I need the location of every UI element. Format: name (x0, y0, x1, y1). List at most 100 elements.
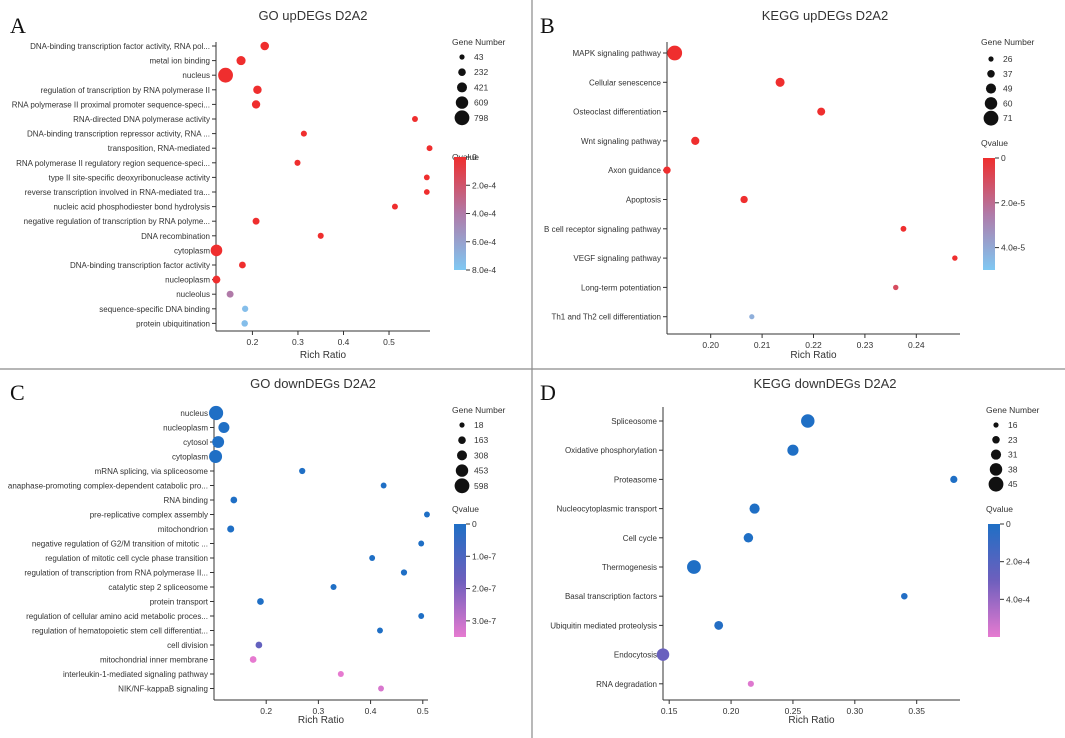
size-legend-label: 49 (1003, 84, 1013, 94)
size-legend-label: 798 (474, 113, 488, 123)
data-point (257, 598, 264, 605)
category-label: NIK/NF-kappaB signaling (118, 685, 208, 694)
category-label: protein ubiquitination (136, 319, 210, 328)
panel-letter: C (10, 380, 25, 405)
size-legend-title: Gene Number (981, 37, 1035, 47)
size-legend-title: Gene Number (452, 37, 506, 47)
data-point (241, 320, 248, 327)
x-tick-label: 0.2 (260, 706, 272, 716)
color-tick-label: 4.0e-5 (1001, 243, 1025, 253)
chart-title: KEGG downDEGs D2A2 (753, 376, 896, 391)
data-point (299, 467, 306, 475)
size-legend-dot (987, 70, 995, 78)
category-label: nucleoplasm (165, 276, 210, 285)
data-point (212, 275, 221, 284)
data-point (817, 107, 826, 116)
data-point (330, 583, 337, 591)
data-point (378, 685, 384, 692)
data-point (230, 496, 238, 504)
color-tick-label: 0 (1006, 519, 1011, 529)
data-point (747, 680, 754, 687)
size-legend-dot (455, 464, 469, 477)
size-legend-label: 308 (474, 450, 488, 460)
data-point (424, 511, 430, 518)
category-label: regulation of transcription from RNA pol… (24, 569, 208, 578)
panel-d: D KEGG downDEGs D2A2 0.15 0.20 0.25 0.30 0.35 R… (540, 376, 1040, 726)
data-point (253, 85, 262, 95)
category-label: Cell cycle (623, 534, 658, 543)
data-point (236, 56, 246, 66)
category-label: pre-replicative complex assembly (90, 511, 208, 520)
x-axis-label: Rich Ratio (300, 350, 347, 361)
x-tick-label: 0.3 (292, 337, 304, 347)
data-point (740, 195, 748, 204)
category-label: Spliceosome (611, 417, 657, 426)
data-point (801, 414, 815, 428)
category-label: Ubiquitin mediated proteolysis (550, 621, 657, 630)
data-point (227, 525, 235, 533)
data-point (377, 627, 383, 634)
category-label: regulation of hematopoietic stem cell di… (32, 627, 208, 636)
x-tick-label: 0.24 (908, 340, 925, 350)
data-point (418, 613, 425, 619)
panel-b: B KEGG upDEGs D2A2 0.20 0.21 0.22 0.23 0.24 Ric… (540, 8, 1035, 361)
data-point (787, 444, 799, 456)
category-label: Basal transcription factors (565, 592, 657, 601)
color-bar (988, 524, 1000, 637)
category-label: DNA recombination (141, 232, 210, 241)
color-tick-label: 0 (472, 152, 477, 162)
data-point (241, 305, 249, 312)
data-point (656, 648, 670, 661)
data-point (212, 436, 225, 448)
x-tick-label: 0.22 (805, 340, 822, 350)
data-point (251, 100, 261, 109)
category-label: catalytic step 2 spliceosome (108, 583, 208, 592)
color-tick-label: 0 (1001, 153, 1006, 163)
size-legend-dot (985, 83, 997, 94)
color-legend-title: Qvalue (981, 138, 1008, 148)
data-point (239, 261, 246, 269)
category-label: cell division (167, 641, 208, 650)
data-point (423, 189, 430, 195)
x-tick-label: 0.15 (661, 706, 678, 716)
color-tick-label: 2.0e-5 (1001, 198, 1025, 208)
size-legend-dot (983, 110, 999, 126)
x-tick-label: 0.20 (723, 706, 740, 716)
panel-c: C GO downDEGs D2A2 0.2 0.3 0.4 0.5 Rich Ratio n… (8, 376, 506, 726)
size-legend-label: 26 (1003, 54, 1013, 64)
x-tick-label: 0.30 (847, 706, 864, 716)
x-tick-label: 0.3 (312, 706, 324, 716)
category-label: nucleolus (176, 290, 210, 299)
size-legend-label: 421 (474, 82, 488, 92)
category-label: VEGF signaling pathway (573, 254, 661, 263)
size-legend-dot (458, 436, 466, 445)
size-legend-dot (988, 476, 1004, 492)
category-label: reverse transcription involved in RNA-me… (25, 188, 210, 197)
category-label: negative regulation of G2/M transition o… (32, 540, 208, 549)
size-legend-label: 60 (1003, 98, 1013, 108)
data-point (249, 656, 257, 663)
x-tick-label: 0.35 (908, 706, 925, 716)
category-label: mitochondrion (158, 525, 208, 534)
size-legend-dot (459, 422, 465, 428)
category-label: mitochondrial inner membrane (100, 656, 209, 665)
data-point (400, 569, 408, 576)
x-tick-label: 0.2 (247, 337, 259, 347)
size-legend-label: 609 (474, 98, 488, 108)
size-legend-dot (988, 56, 994, 62)
color-tick-label: 0 (472, 519, 477, 529)
size-legend-dot (992, 436, 1000, 444)
size-legend-label: 16 (1008, 420, 1018, 430)
size-legend-dot (459, 54, 465, 60)
size-legend-dot (984, 97, 998, 110)
x-tick-label: 0.4 (338, 337, 350, 347)
size-legend-dot (456, 82, 468, 93)
data-point (749, 503, 760, 514)
category-label: transposition, RNA-mediated (108, 144, 210, 153)
data-point (775, 77, 785, 87)
color-tick-label: 2.0e-4 (472, 180, 496, 190)
data-point (369, 555, 376, 561)
data-point (426, 145, 433, 152)
data-point (209, 449, 223, 464)
